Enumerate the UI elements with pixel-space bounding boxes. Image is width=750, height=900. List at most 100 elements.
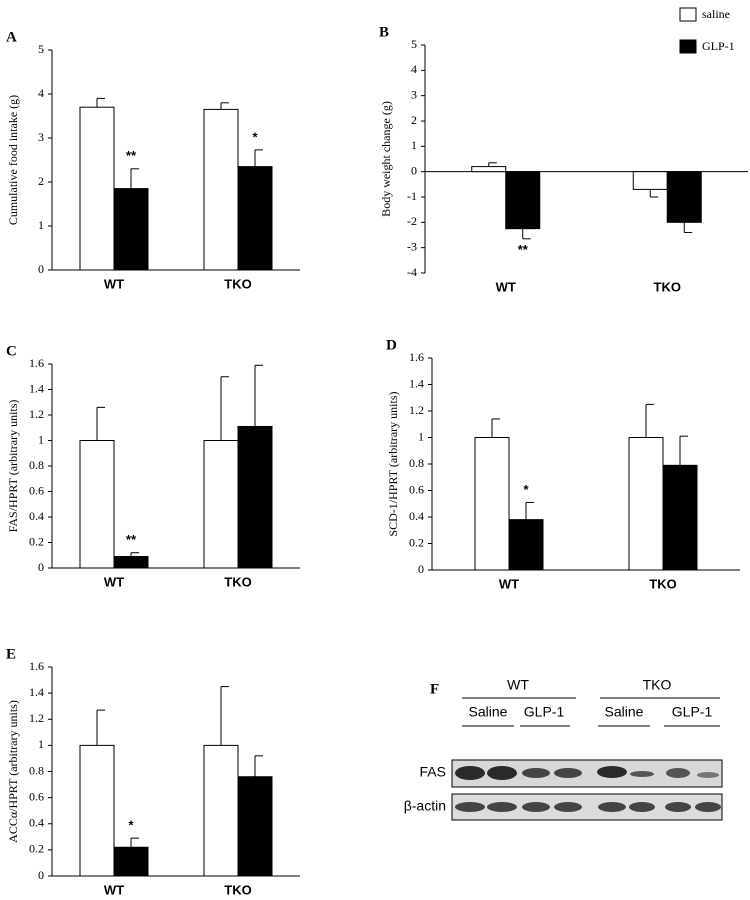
- bar: [237, 166, 273, 271]
- x-tick-label: TKO: [224, 276, 251, 291]
- y-tick-label: 0.6: [409, 482, 424, 496]
- x-tick-label: WT: [499, 576, 519, 591]
- y-tick-label: 1: [411, 138, 417, 152]
- x-tick-label: WT: [104, 276, 124, 291]
- y-tick-label: 0.8: [29, 458, 44, 472]
- y-tick-label: 3: [38, 130, 44, 144]
- bar: [113, 188, 149, 271]
- y-tick-label: 5: [411, 37, 417, 51]
- bar: [666, 171, 702, 223]
- significance-label: **: [126, 532, 137, 547]
- panel-label: D: [386, 337, 397, 353]
- bar: [203, 744, 239, 877]
- y-tick-label: 0.2: [29, 842, 44, 856]
- y-tick-label: 2: [38, 174, 44, 188]
- bar: [203, 108, 239, 271]
- treatment-label: GLP-1: [524, 704, 565, 720]
- bar: [237, 776, 273, 877]
- bar: [471, 166, 507, 173]
- y-tick-label: -2: [407, 214, 417, 228]
- y-tick-label: 1: [38, 432, 44, 446]
- treatment-label: GLP-1: [672, 704, 713, 720]
- bar: [79, 106, 115, 271]
- y-tick-label: 5: [38, 42, 44, 56]
- y-axis-label: Cumulative food intake (g): [6, 95, 20, 225]
- y-tick-label: 4: [38, 86, 44, 100]
- bar: [505, 171, 541, 230]
- bar: [79, 440, 115, 569]
- y-axis-label: Body weight change (g): [379, 101, 393, 217]
- significance-label: **: [518, 242, 529, 257]
- y-tick-label: -3: [407, 239, 417, 253]
- y-tick-label: 0: [418, 562, 424, 576]
- y-tick-label: -4: [407, 265, 417, 279]
- legend-label: GLP-1: [702, 39, 735, 53]
- panel-label: E: [6, 646, 16, 662]
- row-label: β-actin: [404, 798, 446, 814]
- y-tick-label: -1: [407, 189, 417, 203]
- group-label: WT: [507, 677, 529, 693]
- y-tick-label: 1.2: [29, 407, 44, 421]
- significance-label: *: [252, 129, 258, 144]
- y-tick-label: 3: [411, 87, 417, 101]
- y-tick-label: 4: [411, 62, 417, 76]
- y-tick-label: 2: [411, 113, 417, 127]
- x-tick-label: TKO: [224, 882, 251, 897]
- y-tick-label: 0.6: [29, 789, 44, 803]
- y-tick-label: 0.4: [29, 509, 44, 523]
- legend-swatch: [679, 7, 697, 22]
- group-label: TKO: [643, 677, 672, 693]
- panel-label: F: [430, 681, 439, 697]
- y-tick-label: 0.6: [29, 483, 44, 497]
- x-tick-label: TKO: [224, 574, 251, 589]
- y-tick-label: 0.2: [409, 535, 424, 549]
- significance-label: **: [126, 148, 137, 163]
- legend-label: saline: [702, 7, 730, 21]
- row-label: FAS: [420, 764, 446, 780]
- y-tick-label: 0: [38, 560, 44, 574]
- bar: [662, 464, 698, 571]
- panel-label: C: [6, 343, 17, 359]
- y-tick-label: 0.4: [409, 509, 424, 523]
- western-blot: F WT TKO Saline GLP-1 Saline GLP-1 FAS β…: [404, 677, 723, 821]
- y-tick-label: 0.8: [29, 763, 44, 777]
- bar: [79, 744, 115, 877]
- y-tick-label: 1.2: [29, 711, 44, 725]
- y-tick-label: 1.6: [409, 350, 424, 364]
- x-tick-label: WT: [496, 279, 516, 294]
- y-axis-label: FAS/HPRT (arbitrary units): [6, 400, 20, 533]
- y-tick-label: 1.2: [409, 403, 424, 417]
- y-tick-label: 0: [411, 163, 417, 177]
- y-axis-label: SCD-1/HPRT (arbitrary units): [386, 391, 400, 536]
- y-tick-label: 1.6: [29, 356, 44, 370]
- y-tick-label: 1.6: [29, 659, 44, 673]
- bar: [113, 846, 149, 877]
- bar: [628, 437, 664, 571]
- significance-label: *: [523, 482, 529, 497]
- treatment-label: Saline: [605, 704, 644, 720]
- bar: [632, 171, 668, 190]
- y-tick-label: 1: [38, 737, 44, 751]
- legend-swatch: [679, 39, 697, 54]
- bar: [113, 556, 149, 569]
- y-tick-label: 0.2: [29, 534, 44, 548]
- x-tick-label: TKO: [649, 576, 676, 591]
- panel-label: B: [379, 24, 389, 40]
- y-tick-label: 0.8: [409, 456, 424, 470]
- x-tick-label: WT: [104, 574, 124, 589]
- bar: [203, 440, 239, 569]
- x-tick-label: TKO: [654, 279, 681, 294]
- y-tick-label: 1: [38, 218, 44, 232]
- y-tick-label: 1.4: [29, 381, 44, 395]
- bands: [455, 766, 721, 812]
- y-tick-label: 0.4: [29, 816, 44, 830]
- significance-label: *: [128, 818, 134, 833]
- bar: [237, 425, 273, 569]
- bar: [508, 519, 544, 571]
- treatment-label: Saline: [469, 704, 508, 720]
- y-tick-label: 1: [418, 429, 424, 443]
- y-tick-label: 0: [38, 868, 44, 882]
- y-tick-label: 0: [38, 262, 44, 276]
- x-tick-label: WT: [104, 882, 124, 897]
